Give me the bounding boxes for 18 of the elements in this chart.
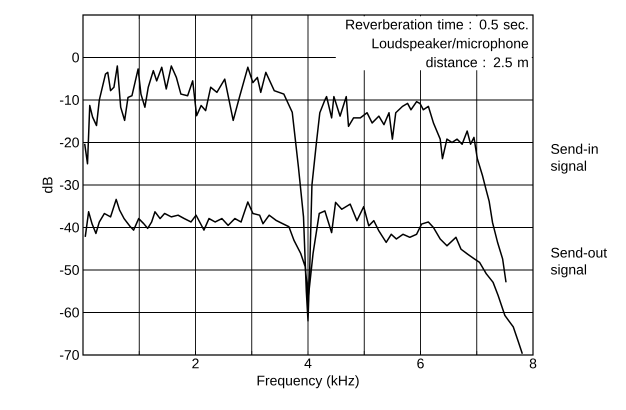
annotation: Loudspeaker/microphone distance : 2.5 m	[372, 38, 528, 68]
x-tick-label: 4	[304, 358, 312, 368]
text: Send-out signal	[550, 247, 608, 278]
y-tick-label: -50	[60, 265, 79, 275]
x-tick-label: 2	[192, 358, 199, 368]
x-tick-label: 6	[417, 358, 424, 368]
y-tick-label: -60	[60, 308, 79, 318]
y-tick-label: -20	[60, 138, 79, 148]
y-tick-label: -30	[60, 180, 79, 190]
y-tick-label: -40	[60, 222, 79, 232]
y-tick-label: 0	[72, 52, 79, 62]
y-tick-label: -10	[60, 95, 79, 105]
x-tick-label: 8	[530, 358, 536, 368]
y-axis-title: dB	[42, 177, 52, 193]
annotation: Reverberation time : 0.5 sec.	[346, 19, 528, 30]
y-tick-label: -70	[60, 350, 79, 360]
text: Send-in signal	[550, 144, 598, 174]
x-axis-title: Frequency (kHz)	[258, 375, 359, 388]
